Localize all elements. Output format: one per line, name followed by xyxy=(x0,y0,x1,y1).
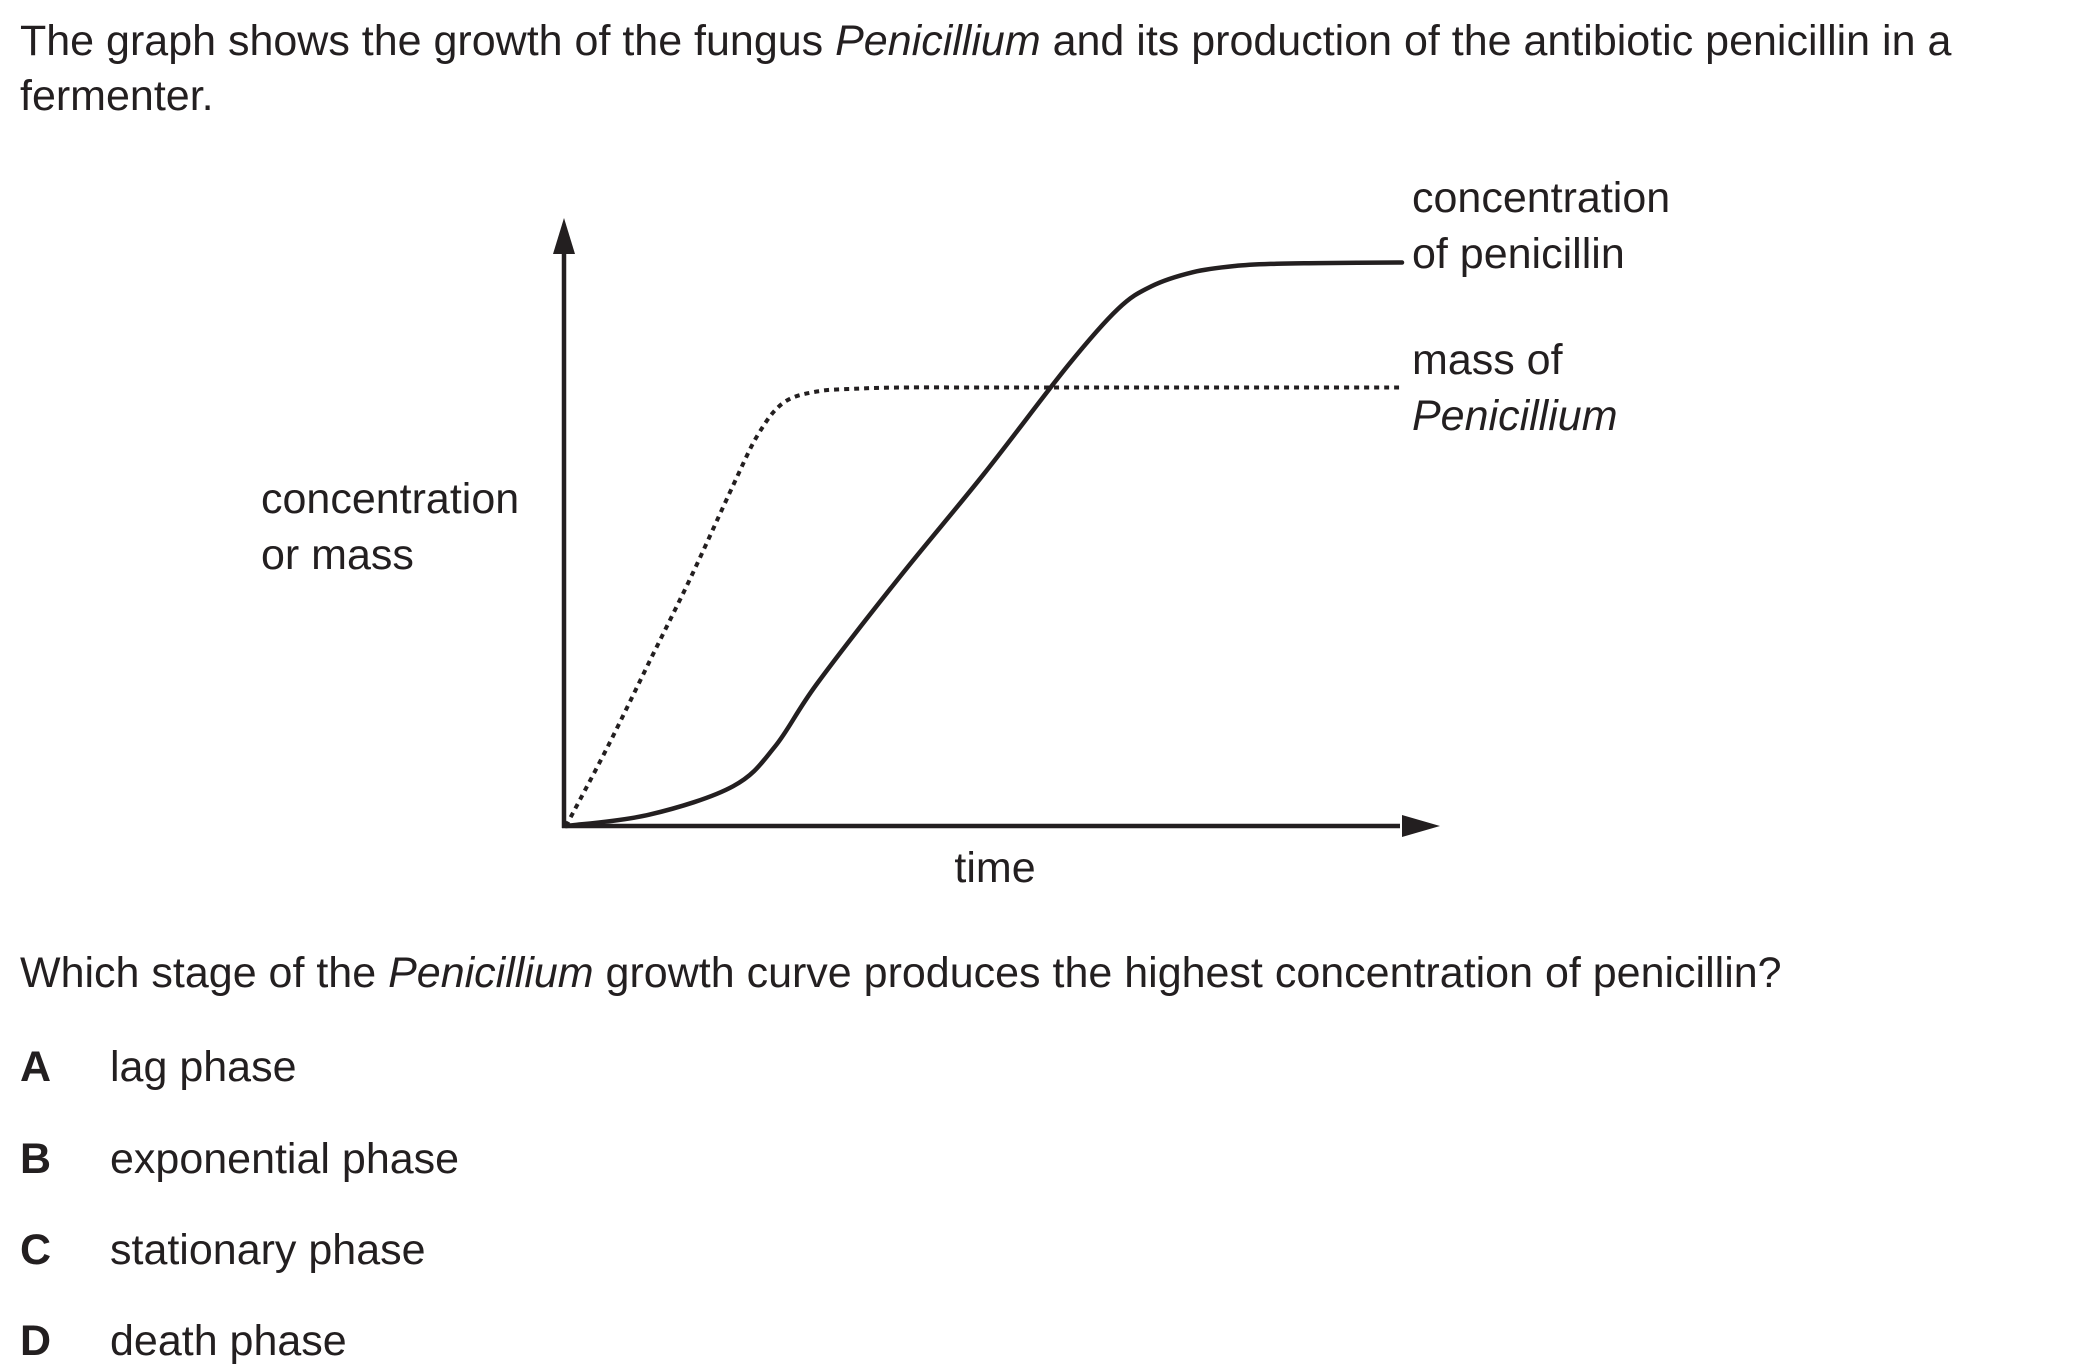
intro-part1: The graph shows the growth of the fungus xyxy=(20,17,836,65)
y-axis-label-line2: or mass xyxy=(261,531,414,579)
y-axis-label-line1: concentration xyxy=(261,475,519,523)
penicillin-label-line2: of penicillin xyxy=(1412,230,1625,278)
option-letter: C xyxy=(20,1226,52,1274)
y-axis-arrowhead xyxy=(553,218,575,254)
intro-text: The graph shows the growth of the fungus… xyxy=(20,14,2080,124)
question-italic: Penicillium xyxy=(388,949,594,997)
intro-part2: and its production of the antibiotic pen… xyxy=(20,17,1952,120)
penicillium-label-line1: mass of xyxy=(1412,336,1564,384)
option-letter: D xyxy=(20,1317,52,1365)
x-axis-arrowhead xyxy=(1402,815,1440,837)
series-layer xyxy=(563,260,1405,829)
question-part1: Which stage of the xyxy=(20,949,389,997)
option-text: death phase xyxy=(110,1317,347,1365)
penicillium-label-line2: Penicillium xyxy=(1412,392,1618,440)
option-text: lag phase xyxy=(110,1043,297,1091)
penicillium-mass-line xyxy=(564,385,1402,827)
option-text: stationary phase xyxy=(110,1226,426,1274)
penicillin-concentration-line xyxy=(563,260,1405,829)
option-letter: A xyxy=(20,1043,52,1091)
intro-italic: Penicillium xyxy=(835,17,1041,65)
option-text: exponential phase xyxy=(110,1135,460,1183)
question-text: Which stage of the Penicillium growth cu… xyxy=(20,946,1782,1001)
x-axis-label: time xyxy=(954,844,1035,892)
question-part2: growth curve produces the highest concen… xyxy=(593,949,1782,997)
option-letter: B xyxy=(20,1135,52,1183)
penicillin-label-line1: concentration xyxy=(1412,174,1670,222)
